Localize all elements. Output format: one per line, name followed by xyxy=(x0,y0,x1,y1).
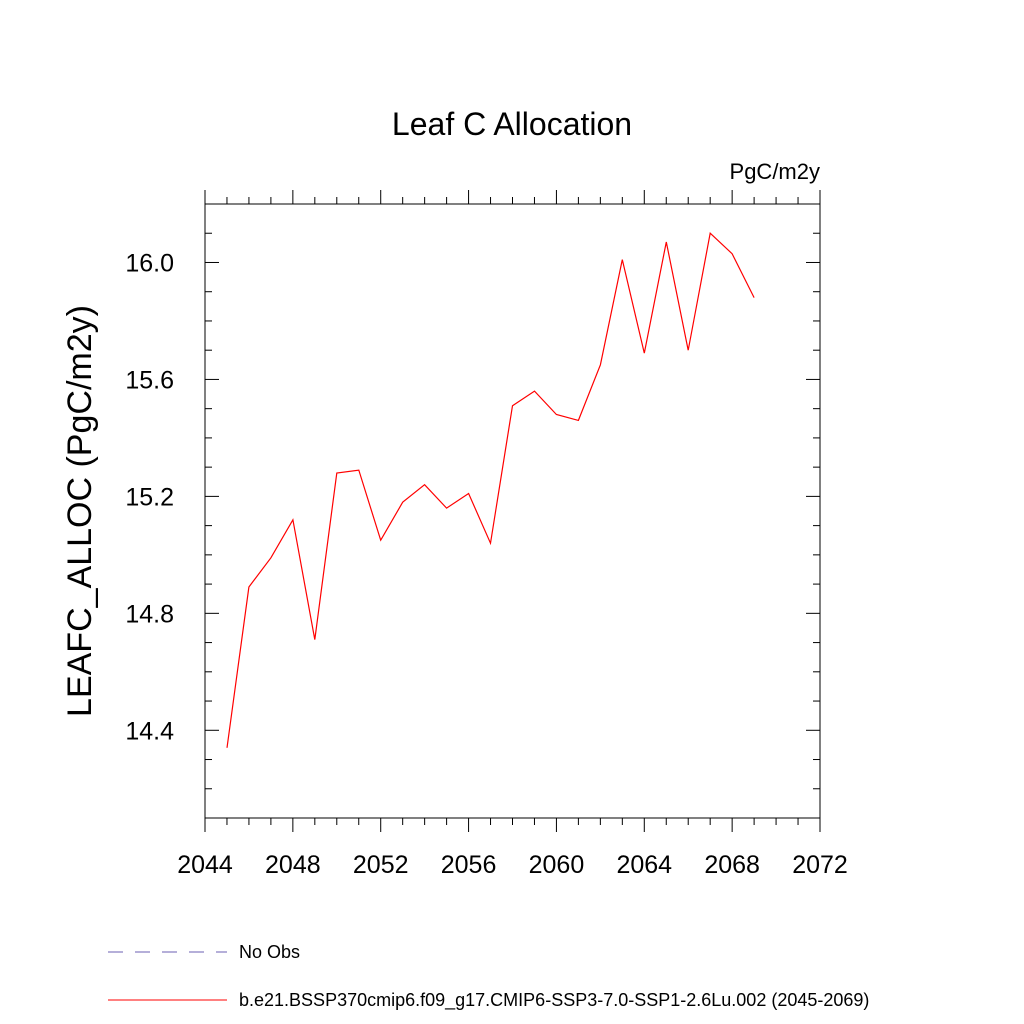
y-tick-label: 16.0 xyxy=(125,249,174,277)
chart-title: Leaf C Allocation xyxy=(392,106,632,142)
plot-frame xyxy=(204,203,821,819)
legend-label: No Obs xyxy=(239,942,300,962)
y-axis-label: LEAFC_ALLOC (PgC/m2y) xyxy=(61,305,99,717)
y-tick-label: 14.4 xyxy=(125,717,174,745)
legend-label: b.e21.BSSP370cmip6.f09_g17.CMIP6-SSP3-7.… xyxy=(239,990,869,1011)
y-tick-labels: 14.4 14.8 15.2 15.6 16.0 xyxy=(125,249,174,745)
x-tick-label: 2048 xyxy=(265,851,321,879)
y-tick-label: 15.2 xyxy=(125,483,174,511)
x-tick-label: 2056 xyxy=(441,851,497,879)
units-label: PgC/m2y xyxy=(730,159,820,184)
plot-lines xyxy=(226,232,755,748)
x-tick-label: 2060 xyxy=(529,851,585,879)
x-tick-label: 2064 xyxy=(616,851,672,879)
x-tick-labels: 2044 2048 2052 2056 2060 2064 2068 2072 xyxy=(177,851,848,879)
x-tick-label: 2068 xyxy=(704,851,760,879)
y-tick-label: 14.8 xyxy=(125,600,174,628)
x-tick-label: 2072 xyxy=(792,851,848,879)
axis-ticks xyxy=(204,190,821,832)
legend: No Obs b.e21.BSSP370cmip6.f09_g17.CMIP6-S… xyxy=(108,942,869,1011)
x-tick-label: 2044 xyxy=(177,851,233,879)
series-line xyxy=(226,232,755,748)
x-tick-label: 2052 xyxy=(353,851,409,879)
y-tick-label: 15.6 xyxy=(125,366,174,394)
